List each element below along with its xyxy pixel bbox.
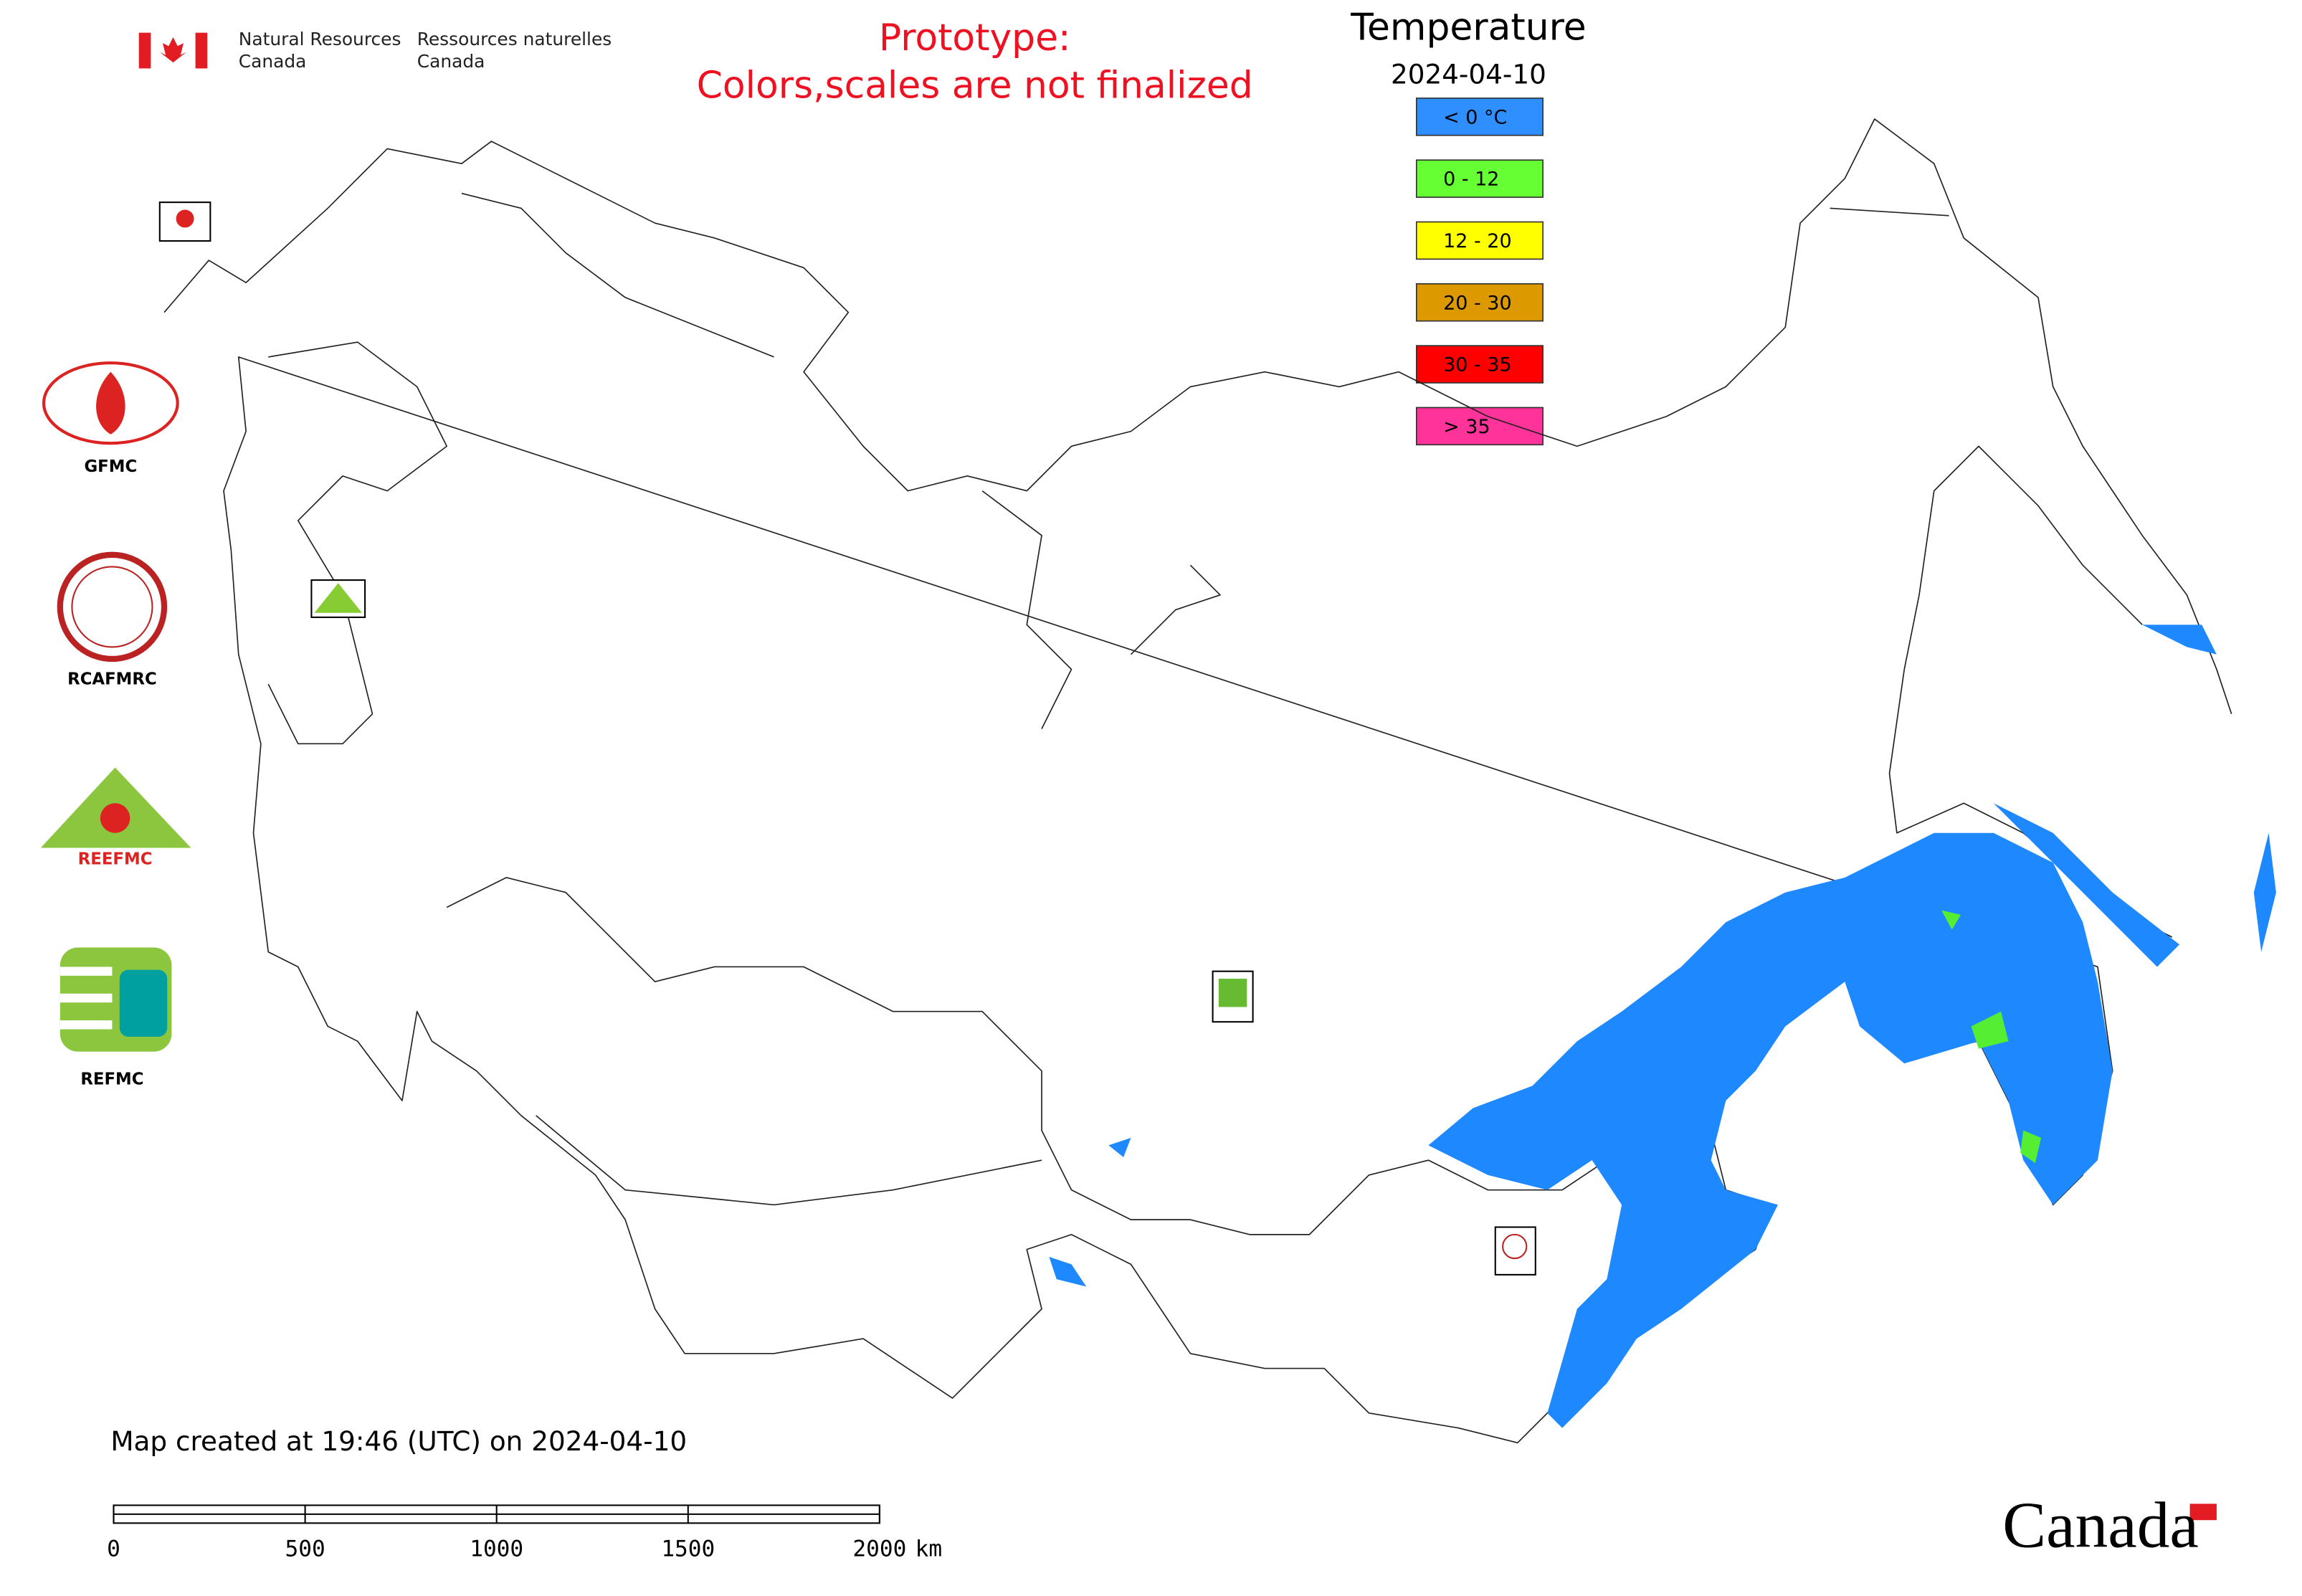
scale-bar: 0 500 1000 1500 2000 km (107, 1504, 942, 1562)
legend-swatch (1415, 345, 1544, 384)
reefmc-logo (40, 767, 191, 848)
scale-label: 1500 (661, 1536, 715, 1562)
logo-label: RCAFMRC (67, 670, 157, 689)
agency-en: Natural Resources (239, 29, 401, 49)
legend-title: Temperature (1350, 6, 1587, 49)
notice: Prototype: (879, 16, 1071, 60)
scale-label: 1000 (470, 1536, 523, 1562)
boundaries (163, 118, 2232, 1444)
agency-fr: Ressources naturelles (417, 29, 612, 49)
notice: Colors,scales are not finalized (697, 64, 1253, 107)
legend-label: 30 - 35 (1443, 354, 1511, 376)
legend-label: 0 - 12 (1443, 168, 1499, 191)
scale-unit: km (915, 1536, 942, 1562)
logo-label: REFMC (80, 1070, 143, 1089)
legend-swatch (1415, 407, 1544, 446)
gfmc-logo (42, 361, 179, 445)
legend-swatch (1415, 159, 1544, 198)
legend-label: > 35 (1443, 416, 1490, 438)
scale-label: 500 (285, 1536, 325, 1562)
refmc-logo (60, 947, 172, 1052)
created-note: Map created at 19:46 (UTC) on 2024-04-10 (110, 1425, 687, 1457)
scale-label: 0 (107, 1536, 120, 1562)
canada-wordmark: Canada (2002, 1489, 2199, 1562)
centre-markers (158, 201, 1536, 1276)
legend-swatch (1415, 282, 1544, 322)
legend-swatch (1415, 221, 1544, 260)
logo-label: GFMC (84, 457, 137, 476)
temperature-field (1049, 624, 2276, 1428)
legend-swatch (1415, 98, 1544, 136)
legend-date: 2024-04-10 (1391, 58, 1546, 90)
agency-en: Canada (239, 51, 307, 72)
scale-label: 2000 (852, 1536, 906, 1562)
nrcan-logo (138, 32, 208, 69)
logo-label: REEFMC (78, 850, 153, 869)
legend-label: 20 - 30 (1443, 292, 1511, 314)
rcafmrc-logo (57, 551, 168, 662)
legend: < 0 °C 0 - 12 12 - 20 20 - 30 30 - 35 > 35 (1415, 98, 1544, 446)
wordmark-flag (2189, 1504, 2217, 1521)
legend-label: 12 - 20 (1443, 230, 1511, 252)
agency-fr: Canada (417, 51, 485, 72)
legend-label: < 0 °C (1443, 106, 1507, 128)
